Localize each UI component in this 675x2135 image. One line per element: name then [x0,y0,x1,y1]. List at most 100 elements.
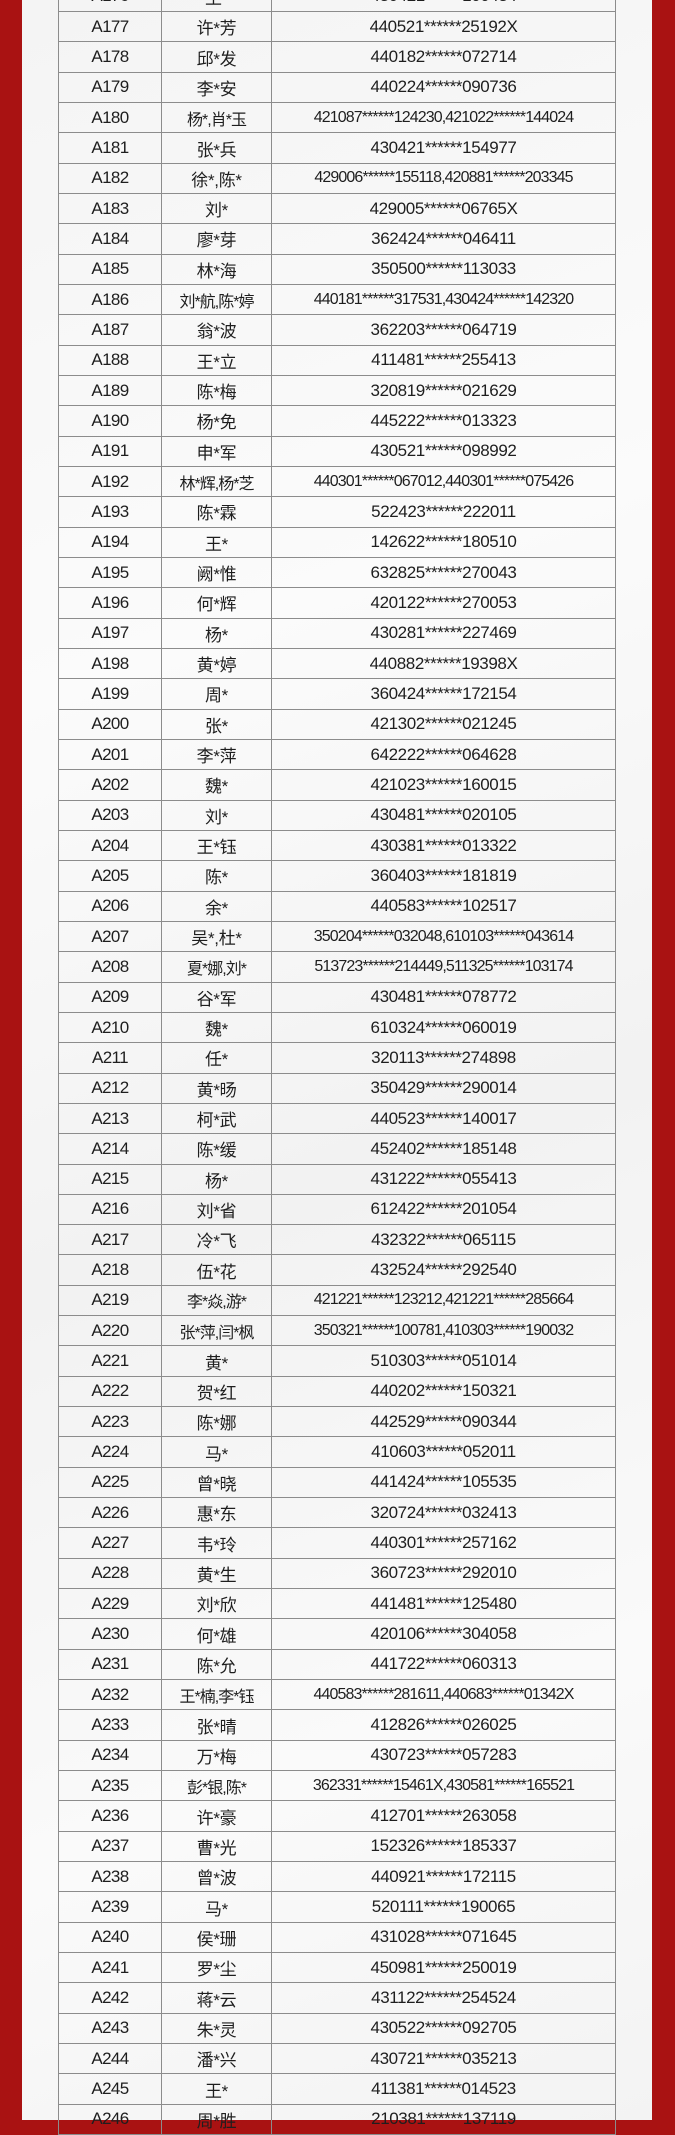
id-number-cell: 362424******046411 [271,223,616,255]
row-number: A207 [58,920,162,953]
name-cell: 潘*兴 [161,2043,272,2075]
name-cell: 刘*航,陈*婷 [161,283,272,316]
id-number-cell: 441481******125480 [271,1588,616,1620]
name-cell: 杨*,肖*玉 [161,102,272,134]
id-number-cell: 632825******270043 [271,556,616,589]
table-row: A187 翁*波 362203******064719 [58,314,616,346]
table-row: A188 王*立 411481******255413 [58,344,616,376]
row-number: A189 [58,374,162,407]
name-cell: 惠*东 [161,1497,272,1529]
id-number-cell: 210381******137119 [271,2103,616,2135]
row-number: A176 [58,0,162,13]
name-cell: 张*晴 [161,1709,272,1741]
table-row: A242 蒋*云 431122******254524 [58,1982,616,2014]
table-row: A212 黄*旸 350429******290014 [58,1072,616,1104]
row-number: A218 [58,1254,162,1286]
id-number-cell: 430721******035213 [271,2043,616,2075]
row-number: A200 [58,708,162,740]
name-cell: 阙*惟 [161,556,272,589]
row-number: A201 [58,738,162,771]
table-row: A244 潘*兴 430721******035213 [58,2043,616,2075]
table-row: A209 谷*军 430481******078772 [58,981,616,1013]
id-number-cell: 445222******013323 [271,405,616,437]
id-number-cell: 440202******150321 [271,1375,616,1408]
id-number-cell: 420122******270053 [271,587,616,619]
name-cell: 万*梅 [161,1739,272,1772]
name-cell: 陈*缓 [161,1133,272,1165]
name-cell: 李*安 [161,71,272,104]
id-number-cell: 320819******021629 [271,374,616,407]
row-number: A227 [58,1527,162,1559]
table-row: A220 张*萍,闫*枫 350321******100781,410303****… [58,1315,616,1347]
table-row: A213 柯*武 440523******140017 [58,1102,616,1135]
table-row: A240 侯*珊 431028******071645 [58,1921,616,1954]
table-row: A231 陈*允 441722******060313 [58,1648,616,1681]
name-cell: 陈*娜 [161,1406,272,1438]
name-cell: 彭*银,陈* [161,1770,272,1802]
row-number: A208 [58,951,162,983]
row-number: A223 [58,1406,162,1438]
row-number: A192 [58,465,162,498]
name-cell: 王* [161,526,272,558]
name-cell: 刘*欣 [161,1588,272,1620]
name-cell: 黄*婷 [161,647,272,680]
id-number-cell: 421023******160015 [271,769,616,801]
row-number: A239 [58,1891,162,1923]
table-row: A232 王*楠,李*钰 440583******281611,440683****… [58,1679,616,1711]
name-cell: 周* [161,678,272,710]
name-cell: 贺*红 [161,1375,272,1408]
row-number: A228 [58,1557,162,1590]
table-row: A233 张*晴 412826******026025 [58,1709,616,1741]
id-number-cell: 142622******180510 [271,526,616,558]
name-cell: 谷*军 [161,981,272,1013]
name-cell: 李*焱,游* [161,1284,272,1317]
name-cell: 余* [161,890,272,922]
row-number: A212 [58,1072,162,1104]
row-number: A215 [58,1163,162,1195]
name-cell: 何*辉 [161,587,272,619]
row-number: A210 [58,1011,162,1044]
id-number-cell: 421221******123212,421221******285664 [271,1284,616,1317]
row-number: A225 [58,1466,162,1499]
winners-table: A176王*430421******100434A177许*芳440521***… [58,0,616,2135]
name-cell: 王*钰 [161,829,272,862]
id-number-cell: 441424******105535 [271,1466,616,1499]
name-cell: 邱*发 [161,41,272,73]
name-cell: 朱*灵 [161,2012,272,2045]
table-row: A196 何*辉 420122******270053 [58,587,616,619]
table-row: A246 周*胜 210381******137119 [58,2103,616,2135]
id-number-cell: 350429******290014 [271,1072,616,1104]
row-number: A229 [58,1588,162,1620]
table-row: A230 何*雄 420106******304058 [58,1618,616,1650]
name-cell: 林*海 [161,253,272,285]
id-number-cell: 431028******071645 [271,1921,616,1954]
row-number: A235 [58,1770,162,1802]
name-cell: 魏* [161,769,272,801]
row-number: A230 [58,1618,162,1650]
table-row: A217 冷*飞 432322******065115 [58,1224,616,1256]
name-cell: 吴*,杜* [161,920,272,953]
name-cell: 张*兵 [161,132,272,164]
table-row: A208 夏*娜,刘* 513723******214449,511325*****… [58,951,616,983]
id-number-cell: 450981******250019 [271,1952,616,1984]
id-number-cell: 440882******19398X [271,647,616,680]
name-cell: 黄*旸 [161,1072,272,1104]
name-cell: 杨*免 [161,405,272,437]
table-row: A241 罗*尘 450981******250019 [58,1952,616,1984]
id-number-cell: 432524******292540 [271,1254,616,1286]
id-number-cell: 362331******15461X,430581******165521 [271,1770,616,1802]
name-cell: 翁*波 [161,314,272,346]
table-row: A210 魏* 610324******060019 [58,1011,616,1044]
name-cell: 马* [161,1436,272,1468]
table-row: A197 杨* 430281******227469 [58,617,616,649]
table-row: A202 魏* 421023******160015 [58,769,616,801]
id-number-cell: 320724******032413 [271,1497,616,1529]
id-number-cell: 430381******013322 [271,829,616,862]
table-row: A176王*430421******100434 [58,0,616,13]
row-number: A224 [58,1436,162,1468]
row-number: A222 [58,1375,162,1408]
row-number: A221 [58,1345,162,1377]
row-number: A198 [58,647,162,680]
id-number-cell: 520111******190065 [271,1891,616,1923]
table-row: A218 伍*花 432524******292540 [58,1254,616,1286]
